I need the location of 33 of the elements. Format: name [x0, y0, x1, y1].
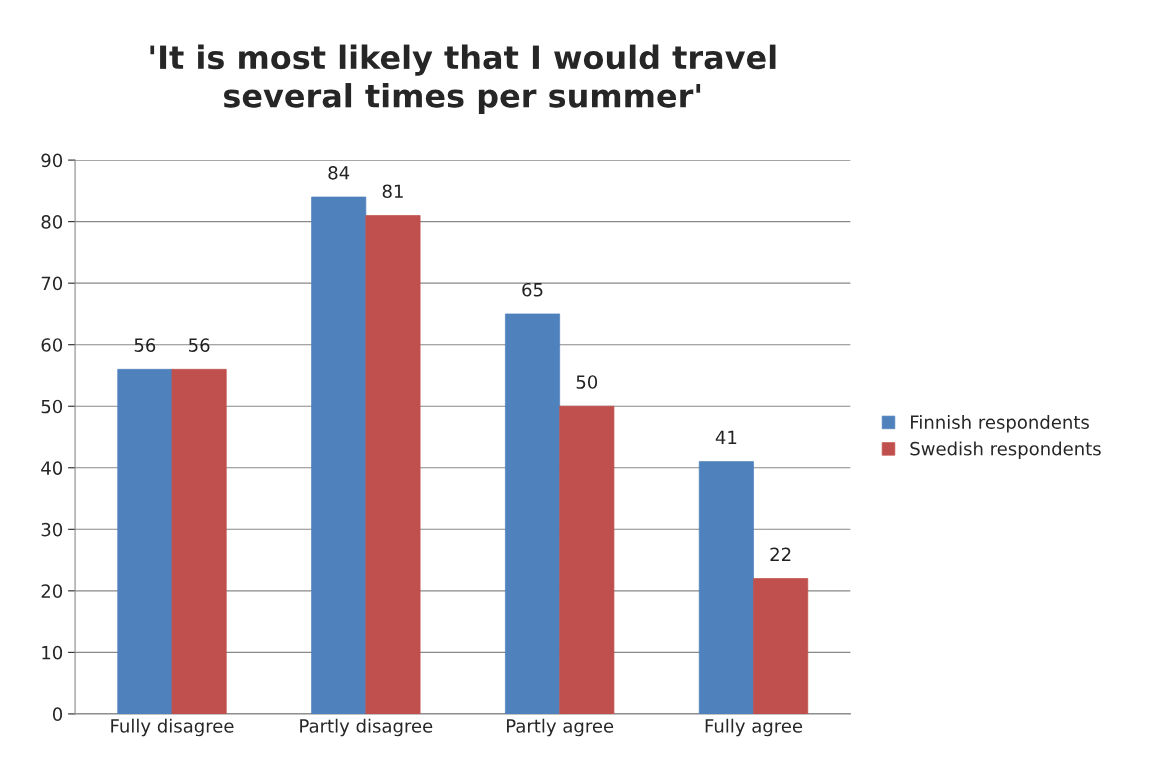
bar: [505, 313, 561, 714]
bar: [311, 196, 367, 714]
y-tick-label: 30: [41, 522, 63, 537]
y-tick-label: 90: [41, 153, 63, 168]
bar: [117, 368, 173, 714]
data-label: 41: [715, 430, 737, 444]
y-tick-label: 50: [41, 399, 63, 414]
x-tick-label: Fully disagree: [111, 718, 234, 737]
x-tick-label: Fully agree: [705, 718, 803, 737]
bar: [753, 578, 809, 714]
y-tick-label: 0: [52, 707, 63, 722]
bar: [171, 368, 227, 714]
y-tick-label: 60: [41, 338, 63, 352]
y-tick-label: 80: [41, 215, 63, 229]
y-tick-label: 70: [41, 276, 63, 291]
legend-label: Finnish respondents: [911, 415, 1089, 433]
data-label: 22: [770, 547, 791, 561]
y-tick-label: 40: [41, 461, 63, 475]
data-label: 84: [328, 165, 350, 180]
x-tick-label: Partly agree: [507, 718, 614, 737]
data-label: 81: [382, 184, 403, 199]
data-label: 56: [189, 338, 210, 352]
y-tick-label: 10: [42, 645, 63, 660]
data-label: 50: [576, 375, 598, 389]
bar: [559, 405, 615, 714]
chart-title: 'It is most likely that I would travel several times per summer': [150, 44, 776, 114]
bar: [365, 215, 421, 714]
legend-label: Swedish respondents: [910, 441, 1101, 459]
y-tick-label: 20: [41, 584, 63, 598]
data-label: 65: [522, 282, 543, 297]
bar: [698, 461, 754, 714]
x-tick-label: Partly disagree: [300, 718, 433, 737]
data-label: 56: [134, 338, 156, 352]
